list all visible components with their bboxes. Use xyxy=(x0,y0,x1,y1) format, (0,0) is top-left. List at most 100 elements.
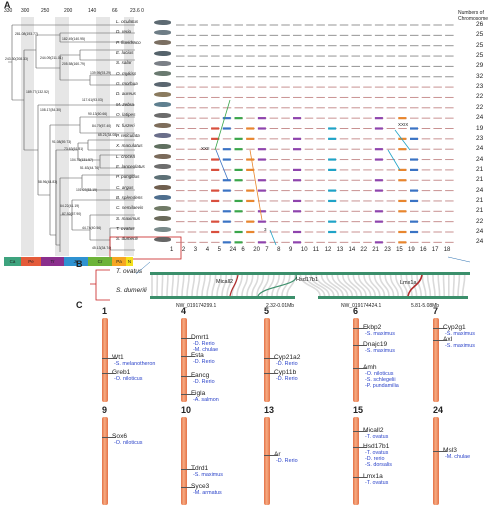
era-n: N xyxy=(126,257,133,266)
fish-icon xyxy=(154,154,171,160)
fish-icon xyxy=(154,71,171,77)
node-label: 104.73(131.57) xyxy=(70,158,93,162)
synteny-ribbon xyxy=(201,274,206,297)
time-band xyxy=(96,17,110,256)
axis-number: 20 xyxy=(253,247,260,253)
species-label: N. furzeri xyxy=(116,122,135,128)
chromosome-count: 22 xyxy=(476,93,484,101)
chromosome-count: 19 xyxy=(476,124,484,132)
gene-reference: -D. Rerio xyxy=(193,341,215,347)
node-label: 58.96(44.83) xyxy=(38,180,58,184)
gene-tick xyxy=(102,373,116,374)
chromosome-count: 25 xyxy=(476,41,484,49)
time-band xyxy=(124,17,134,256)
fish-icon xyxy=(154,29,171,35)
gene-name: Dnajc19 xyxy=(363,341,388,348)
synteny-segment xyxy=(249,149,263,221)
gene-tick xyxy=(433,328,447,329)
axis-number: 12 xyxy=(324,247,332,253)
chromosome-count: 21 xyxy=(476,196,484,204)
time-tick: 250 xyxy=(41,8,50,14)
gene-reference: -A. salmon xyxy=(193,397,219,403)
axis-number: 2 xyxy=(181,247,186,253)
chromosome-number: 15 xyxy=(353,405,364,415)
gene-name: Syce3 xyxy=(191,483,210,490)
gene-reference: -D. Rerio xyxy=(193,379,215,385)
scaffold-label: NW_019174299.1 xyxy=(176,303,217,309)
gene-tick xyxy=(102,358,116,359)
species-label: L. crocea xyxy=(116,153,135,159)
synteny-ribbon xyxy=(395,274,404,297)
node-label: 51.63(44.76) xyxy=(80,166,100,170)
gene-reference: -S. dorsalis xyxy=(365,462,392,468)
gene-reference: -D. Rerio xyxy=(276,458,298,464)
species-label: S. maximus xyxy=(116,215,140,221)
synteny-ribbon xyxy=(161,274,164,297)
node-label: 90.13(60.66) xyxy=(88,112,108,116)
chromosome-number: 1 xyxy=(102,306,108,316)
species-label: C. semilaevis xyxy=(116,205,144,211)
bottom-track xyxy=(150,296,295,299)
axis-number: 4 xyxy=(205,247,210,253)
era-pa: Pa xyxy=(112,257,126,266)
species-label: G. morhua xyxy=(116,81,138,87)
synteny-ribbon xyxy=(336,274,353,297)
synteny-ribbon xyxy=(437,274,441,297)
axis-number: 14 xyxy=(348,247,356,253)
node-label: 73.63(61.51) xyxy=(64,147,84,151)
species-label: O. mykiss xyxy=(116,70,137,76)
gene-tick xyxy=(181,338,195,339)
gene-reference: -D. Rerio xyxy=(193,359,215,365)
species-label: D. rerio xyxy=(116,29,132,35)
axis-number: 24 xyxy=(229,247,237,253)
gene-reference: -M. armatus xyxy=(193,490,222,496)
axis-number: 19 xyxy=(408,247,415,253)
synteny-ribbon xyxy=(286,274,296,297)
synteny-ribbon xyxy=(261,274,270,297)
chromosome-bar xyxy=(102,417,108,505)
fish-icon xyxy=(154,164,171,170)
fish-icon xyxy=(154,91,171,97)
panel-a-letter: A xyxy=(4,0,11,10)
synteny-segment xyxy=(214,99,231,151)
highlight-box xyxy=(109,236,182,260)
axis-number: 6 xyxy=(241,247,245,253)
gene-name: Greb1 xyxy=(112,369,131,376)
axis-number: 21 xyxy=(372,247,379,253)
species-label: C. argus xyxy=(116,184,134,190)
chromosome-number: 6 xyxy=(353,306,359,316)
fish-icon xyxy=(154,112,171,118)
synteny-ribbon xyxy=(281,274,291,297)
chromosome-number: 10 xyxy=(181,405,192,415)
node-label: 117.61(93.03) xyxy=(82,98,103,102)
panel-b-gene-label: Micall2 xyxy=(216,279,234,285)
gene-reference: -T. ovatus xyxy=(365,450,389,456)
chromosome-count: 23 xyxy=(476,134,484,142)
chromosome-bar xyxy=(264,318,270,402)
gene-tick xyxy=(181,394,195,395)
synteny-ribbon xyxy=(299,274,321,297)
gene-tick xyxy=(353,431,367,432)
gene-name: Sox6 xyxy=(112,433,128,440)
species-label: E. lanceolatus xyxy=(116,163,145,169)
gene-reference: -S. maximus xyxy=(365,348,395,354)
axis-number: 8 xyxy=(277,247,281,253)
synteny-ribbon xyxy=(432,274,436,297)
synteny-ribbon xyxy=(181,274,185,297)
synteny-ribbon xyxy=(191,274,196,297)
fish-icon xyxy=(154,195,171,201)
gene-reference: -D. Rerio xyxy=(276,361,298,367)
axis-number: 15 xyxy=(396,247,403,253)
synteny-ribbon xyxy=(266,274,275,297)
synteny-ribbon xyxy=(221,274,227,297)
chromosome-count: 26 xyxy=(476,21,484,28)
panel-b-gene-label: Hsd17b1 xyxy=(296,277,319,283)
gene-name: Ar xyxy=(274,451,281,458)
gene-name: Dmrt1 xyxy=(191,334,209,341)
species-label: B. splendens xyxy=(116,194,143,200)
era-tr: Tr xyxy=(41,257,64,266)
fish-icon xyxy=(154,226,171,232)
node-label: 65.21(34.08) xyxy=(98,133,118,137)
gene-reference: -D. Rerio xyxy=(276,376,298,382)
gene-tick xyxy=(181,376,195,377)
